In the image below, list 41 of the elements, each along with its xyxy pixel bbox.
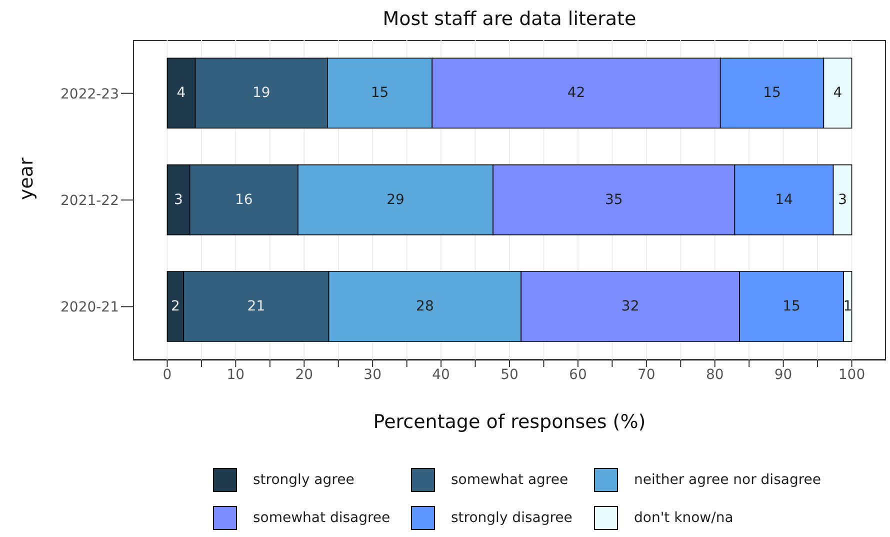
data-label: 29 <box>386 192 404 208</box>
data-label: 35 <box>604 192 623 208</box>
data-label: 15 <box>370 85 389 102</box>
data-label: 28 <box>416 298 434 314</box>
legend-label: strongly agree <box>253 472 354 488</box>
data-label: 14 <box>775 192 793 208</box>
x-tick-label: 0 <box>162 366 172 383</box>
data-label: 4 <box>176 85 186 102</box>
x-tick-label: 50 <box>500 366 518 383</box>
y-tick-label: 2022-23 <box>60 86 119 102</box>
legend-label: somewhat disagree <box>253 510 390 526</box>
x-tick-label: 60 <box>569 366 587 383</box>
data-label: 15 <box>763 85 781 102</box>
data-label: 4 <box>833 85 842 102</box>
data-label: 21 <box>247 298 266 314</box>
x-tick-label: 100 <box>838 366 866 383</box>
x-tick-label: 40 <box>432 366 450 383</box>
data-label: 3 <box>838 192 847 208</box>
data-label: 19 <box>252 85 270 102</box>
x-tick-label: 90 <box>774 366 792 383</box>
x-tick-label: 80 <box>706 366 724 383</box>
x-tick-label: 30 <box>364 366 382 383</box>
data-label: 16 <box>234 192 253 208</box>
x-tick-label: 70 <box>637 366 656 383</box>
data-label: 1 <box>843 298 852 314</box>
data-label: 3 <box>174 192 183 208</box>
x-tick-label: 20 <box>295 366 314 383</box>
data-label: 15 <box>782 298 800 314</box>
y-tick-label: 2021-22 <box>60 192 119 209</box>
data-label: 32 <box>621 298 640 314</box>
y-axis-title: year <box>16 157 38 200</box>
x-axis-title: Percentage of responses (%) <box>373 411 646 433</box>
legend-label: neither agree nor disagree <box>634 472 822 488</box>
y-tick-label: 2020-21 <box>60 300 119 316</box>
data-label: 2 <box>170 298 180 314</box>
data-label: 42 <box>567 85 586 102</box>
x-tick-label: 10 <box>226 366 245 383</box>
legend-label: don't know/na <box>634 510 734 526</box>
legend-label: strongly disagree <box>451 510 572 526</box>
legend-label: somewhat agree <box>451 472 568 488</box>
chart-title: Most staff are data literate <box>382 8 638 30</box>
